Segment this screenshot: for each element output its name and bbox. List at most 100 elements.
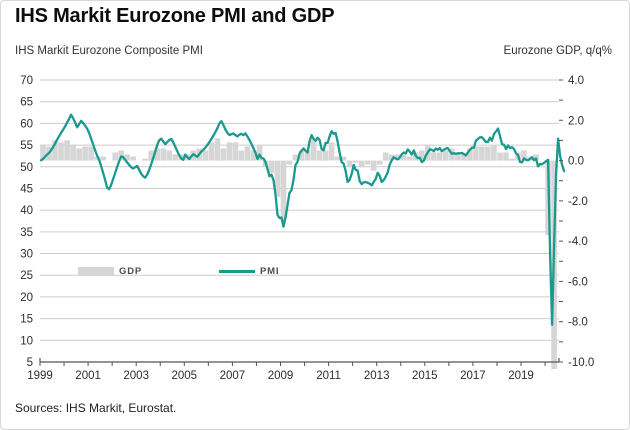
gdp-bar <box>160 148 167 161</box>
gdp-legend-label: GDP <box>119 265 142 277</box>
right-axis-tick-label: -10.0 <box>568 357 594 369</box>
gdp-bar <box>443 150 449 161</box>
gdp-bar <box>214 138 221 161</box>
gdp-bar <box>388 154 395 161</box>
chart-title: IHS Markit Eurozone PMI and GDP <box>15 5 335 27</box>
gdp-bar <box>70 144 76 161</box>
x-axis-year-label: 2003 <box>123 370 149 382</box>
gdp-bar <box>310 140 317 161</box>
gdp-bar <box>202 150 209 161</box>
gdp-bar <box>232 142 239 161</box>
gdp-bar <box>166 150 173 161</box>
x-axis-year-label: 2001 <box>75 370 101 382</box>
gdp-bar <box>298 150 305 161</box>
x-axis-year-label: 2013 <box>364 370 390 382</box>
gdp-bar <box>479 146 485 161</box>
gdp-bar <box>364 160 371 165</box>
gdp-bar <box>100 156 106 161</box>
gdp-bar <box>328 142 335 161</box>
gdp-bar <box>316 150 323 161</box>
right-axis-tick-label: 0.0 <box>568 156 584 168</box>
gdp-bar <box>268 160 275 173</box>
gdp-bar <box>148 150 154 161</box>
left-axis-tick-label: 50 <box>20 162 33 174</box>
left-axis-tick-label: 30 <box>20 249 33 261</box>
gdp-bar <box>58 142 64 161</box>
left-axis-tick-label: 70 <box>20 75 33 87</box>
left-axis-tick-label: 25 <box>20 270 33 282</box>
gdp-bar <box>124 154 130 161</box>
right-axis-tick-label: 4.0 <box>568 75 584 87</box>
gdp-bar <box>130 156 136 161</box>
gdp-bar <box>473 146 479 161</box>
gdp-bar <box>94 156 100 161</box>
gdp-bar <box>509 158 515 161</box>
gdp-bar <box>503 152 509 161</box>
gdp-bar <box>485 146 491 161</box>
left-axis-tick-label: 40 <box>20 205 33 217</box>
source-note: Sources: IHS Markit, Eurostat. <box>15 401 177 415</box>
gdp-bar <box>226 142 233 161</box>
gdp-bar <box>172 154 179 161</box>
gdp-bar <box>40 144 46 161</box>
gdp-bar <box>401 154 407 161</box>
x-axis-year-label: 2007 <box>220 370 246 382</box>
gdp-bar <box>394 154 401 161</box>
gdp-bar <box>437 152 443 161</box>
gdp-bar <box>461 152 467 161</box>
right-axis-title: Eurozone GDP, q/q% <box>503 45 612 57</box>
x-axis-year-label: 1999 <box>27 370 53 382</box>
gdp-bar <box>358 160 365 167</box>
x-axis-year-label: 2011 <box>316 370 341 382</box>
gdp-bar <box>370 160 377 171</box>
gdp-bar <box>304 150 311 161</box>
right-axis-tick-label: 2.0 <box>568 115 584 127</box>
gdp-bar <box>352 160 359 163</box>
left-axis-tick-label: 45 <box>20 183 33 195</box>
x-axis-year-label: 2015 <box>412 370 438 382</box>
gdp-legend-swatch <box>78 266 114 276</box>
right-axis-tick-label: -2.0 <box>568 196 588 208</box>
gdp-bar <box>244 146 251 161</box>
right-axis-tick-label: -6.0 <box>568 276 588 288</box>
left-axis-tick-label: 60 <box>20 118 33 130</box>
gdp-bar <box>76 148 82 161</box>
pmi-line <box>39 113 566 326</box>
left-axis-tick-label: 65 <box>20 97 33 109</box>
gdp-bar <box>407 156 413 161</box>
x-axis-year-label: 2017 <box>460 370 486 382</box>
left-axis-tick-label: 20 <box>20 292 33 304</box>
gdp-bar <box>88 146 94 161</box>
gdp-bar <box>64 140 70 161</box>
gdp-bar <box>82 146 88 161</box>
gdp-bar <box>491 144 497 161</box>
gdp-bar <box>346 160 353 167</box>
gdp-bar <box>467 148 473 161</box>
pmi-legend-label: PMI <box>260 265 280 277</box>
left-axis-tick-label: 15 <box>20 314 33 326</box>
gdp-bar <box>52 140 58 161</box>
gdp-bar <box>220 148 227 161</box>
gdp-bar <box>497 152 503 161</box>
pmi-legend-swatch <box>219 269 255 273</box>
gdp-bar <box>322 150 329 161</box>
left-axis-title: IHS Markit Eurozone Composite PMI <box>15 45 203 57</box>
gdp-bar <box>112 152 118 161</box>
gdp-bar <box>292 154 299 161</box>
gdp-bar <box>238 150 245 161</box>
right-axis-tick-label: -4.0 <box>568 236 588 248</box>
gdp-bar <box>286 160 293 165</box>
gdp-bar <box>274 160 281 197</box>
left-axis-tick-label: 55 <box>20 140 33 152</box>
left-axis-tick-label: 10 <box>20 335 33 347</box>
gdp-bar <box>250 150 257 161</box>
left-axis-tick-label: 5 <box>27 357 33 369</box>
gdp-bar <box>334 156 341 161</box>
gdp-bar <box>455 154 461 161</box>
right-axis-tick-label: -8.0 <box>568 317 588 329</box>
x-axis-year-label: 2009 <box>268 370 294 382</box>
gdp-bar <box>280 160 287 221</box>
x-axis-year-label: 2005 <box>172 370 198 382</box>
